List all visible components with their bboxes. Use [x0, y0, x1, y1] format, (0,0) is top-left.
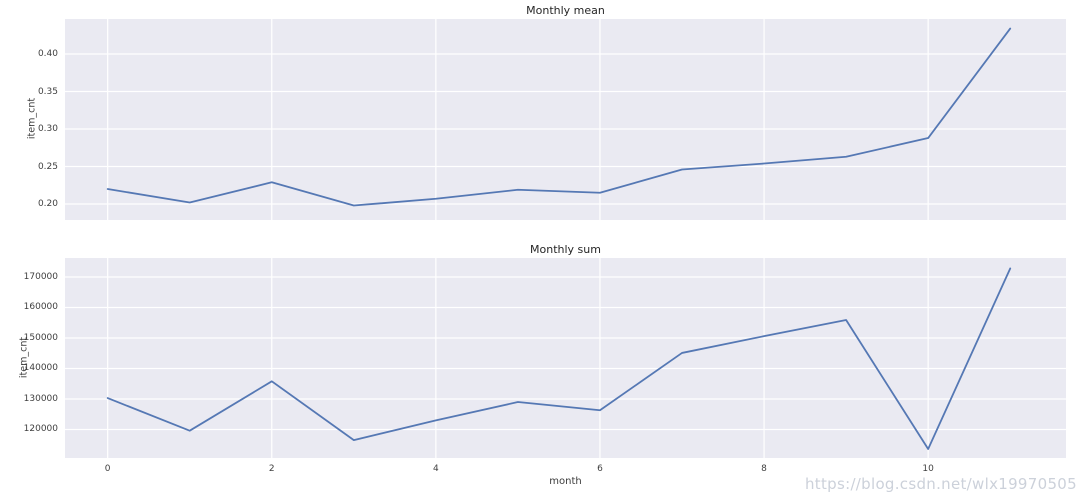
y-tick-label: 0.30	[37, 124, 58, 135]
y-tick-label: 120000	[23, 424, 58, 435]
plot-area-monthly-sum	[65, 258, 1066, 458]
plot-area-monthly-mean	[65, 19, 1066, 220]
x-tick-label: 2	[268, 464, 275, 474]
x-tick-label: 4	[432, 464, 439, 474]
line-series-monthly-sum	[106, 267, 1012, 450]
y-tick-label: 0.25	[37, 161, 58, 172]
x-tick-label: 0	[104, 464, 111, 474]
chart-title-monthly-mean: Monthly mean	[526, 4, 605, 17]
x-tick-label: 10	[922, 464, 934, 474]
watermark: https://blog.csdn.net/wlx19970505	[804, 475, 1077, 493]
line-series-monthly-mean	[106, 27, 1012, 207]
x-axis-label-month: month	[549, 476, 582, 487]
y-tick-label: 0.40	[37, 49, 58, 60]
y-tick-label: 140000	[23, 363, 58, 374]
chart-title-monthly-sum: Monthly sum	[530, 243, 601, 256]
y-tick-label: 150000	[23, 332, 58, 343]
y-tick-label: 0.35	[37, 86, 58, 97]
y-tick-label: 160000	[23, 302, 58, 313]
y-tick-label: 170000	[23, 271, 58, 282]
y-tick-label: 130000	[23, 393, 58, 404]
y-tick-label: 0.20	[37, 199, 58, 210]
x-tick-label: 6	[597, 464, 603, 474]
x-tick-label: 8	[761, 464, 767, 474]
